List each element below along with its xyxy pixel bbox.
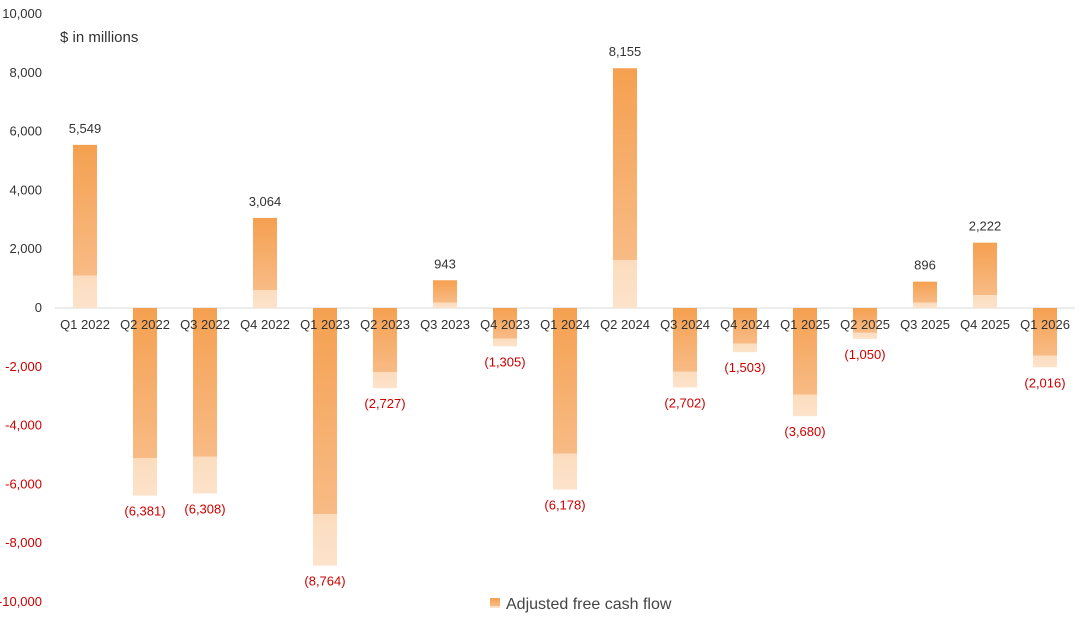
legend-label: Adjusted free cash flow	[506, 596, 672, 613]
bar	[133, 308, 157, 496]
y-tick-label: -4,000	[5, 418, 42, 433]
data-label: 943	[434, 256, 456, 271]
data-label: 5,549	[69, 121, 102, 136]
x-tick-label: Q1 2022	[60, 317, 110, 332]
y-tick-label: -2,000	[5, 359, 42, 374]
bar	[73, 144, 97, 308]
y-tick-label: 4,000	[9, 182, 42, 197]
data-label: (1,503)	[724, 360, 765, 375]
data-label: (2,702)	[664, 395, 705, 410]
y-tick-label: 2,000	[9, 241, 42, 256]
y-tick-label: 8,000	[9, 65, 42, 80]
bar	[553, 308, 577, 490]
y-tick-label: 6,000	[9, 124, 42, 139]
x-axis-labels: Q1 2022 Q2 2022 Q3 2022 Q4 2022 Q1 2023 Q2 20…	[60, 317, 1070, 332]
x-tick-label: Q4 2025	[960, 317, 1010, 332]
data-label: 8,155	[609, 44, 642, 59]
x-tick-label: Q2 2025	[840, 317, 890, 332]
x-tick-label: Q3 2024	[660, 317, 710, 332]
bar	[913, 281, 937, 308]
data-label: (1,050)	[844, 347, 885, 362]
y-tick-label: -8,000	[5, 535, 42, 550]
bar	[313, 308, 337, 566]
x-tick-label: Q2 2022	[120, 317, 170, 332]
data-label: (3,680)	[784, 424, 825, 439]
x-tick-label: Q4 2024	[720, 317, 770, 332]
bar	[493, 308, 517, 347]
data-label: 896	[914, 258, 936, 273]
bar	[613, 68, 637, 308]
x-tick-label: Q1 2024	[540, 317, 590, 332]
bar	[673, 308, 697, 388]
y-tick-label: -6,000	[5, 476, 42, 491]
x-tick-label: Q4 2023	[480, 317, 530, 332]
x-tick-label: Q1 2026	[1020, 317, 1070, 332]
y-tick-label: 10,000	[2, 6, 42, 21]
bar	[793, 308, 817, 417]
legend-swatch	[490, 598, 500, 608]
y-tick-label: 0	[35, 300, 42, 315]
data-label: (2,727)	[364, 396, 405, 411]
data-label: (6,178)	[544, 498, 585, 513]
legend: Adjusted free cash flow	[490, 596, 672, 613]
data-label: (2,016)	[1024, 375, 1065, 390]
x-tick-label: Q1 2025	[780, 317, 830, 332]
bar	[853, 308, 877, 339]
bar	[1033, 308, 1057, 368]
x-tick-label: Q2 2024	[600, 317, 650, 332]
unit-label: $ in millions	[60, 29, 138, 46]
bar	[433, 280, 457, 308]
data-label: (6,308)	[184, 501, 225, 516]
data-labels: 5,549 (6,381) (6,308) 3,064 (8,764) (2,727) 94…	[69, 44, 1066, 588]
x-tick-label: Q2 2023	[360, 317, 410, 332]
y-axis: 10,000 8,000 6,000 4,000 2,000 0 -2,000 -4,000 -…	[0, 6, 42, 609]
bar	[253, 217, 277, 308]
x-tick-label: Q3 2023	[420, 317, 470, 332]
bar	[973, 242, 997, 308]
x-tick-label: Q3 2025	[900, 317, 950, 332]
bar	[193, 308, 217, 494]
x-tick-label: Q3 2022	[180, 317, 230, 332]
bar	[733, 308, 757, 353]
data-label: (6,381)	[124, 504, 165, 519]
x-tick-label: Q1 2023	[300, 317, 350, 332]
data-label: (1,305)	[484, 354, 525, 369]
data-label: 2,222	[969, 219, 1002, 234]
data-label: (8,764)	[304, 574, 345, 589]
bar	[373, 308, 397, 389]
data-label: 3,064	[249, 194, 282, 209]
bars	[73, 68, 1057, 566]
x-tick-label: Q4 2022	[240, 317, 290, 332]
y-tick-label: -10,000	[0, 594, 42, 609]
